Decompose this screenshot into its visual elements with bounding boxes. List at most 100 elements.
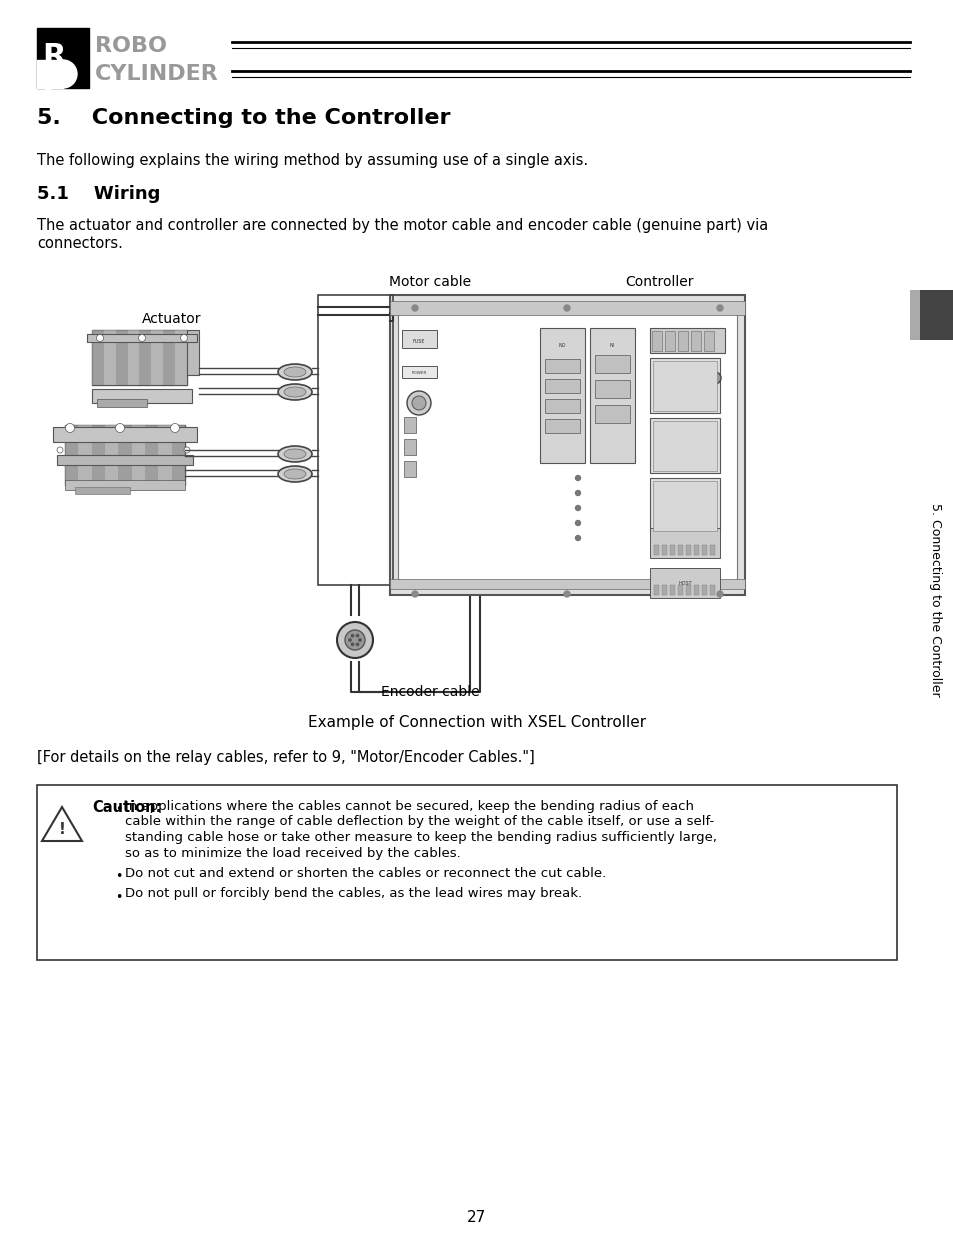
Bar — [544, 359, 579, 373]
Text: FUSE: FUSE — [413, 338, 425, 345]
Bar — [75, 487, 130, 494]
Circle shape — [96, 335, 103, 342]
Bar — [132, 425, 145, 485]
Bar — [397, 303, 737, 587]
Text: NI: NI — [609, 343, 614, 348]
Text: POWER: POWER — [411, 370, 426, 375]
Bar — [652, 480, 717, 531]
Bar — [403, 461, 416, 477]
Circle shape — [138, 335, 146, 342]
Bar — [701, 585, 706, 595]
Bar — [91, 330, 104, 385]
Bar — [105, 425, 118, 485]
Bar — [128, 330, 139, 385]
Bar — [104, 330, 115, 385]
Ellipse shape — [277, 446, 312, 462]
Bar — [403, 417, 416, 433]
Circle shape — [563, 592, 569, 597]
Circle shape — [717, 592, 722, 597]
Bar — [651, 331, 661, 351]
Bar — [690, 331, 700, 351]
Text: 5.1    Wiring: 5.1 Wiring — [37, 185, 160, 203]
Circle shape — [336, 622, 373, 658]
Bar — [709, 545, 714, 555]
Bar — [685, 585, 690, 595]
Bar — [709, 585, 714, 595]
Bar — [649, 478, 720, 534]
Bar — [649, 529, 720, 558]
Bar — [65, 425, 185, 485]
Bar — [595, 405, 629, 424]
Text: C: C — [42, 72, 64, 101]
Bar — [544, 399, 579, 412]
Bar — [390, 579, 744, 589]
Bar — [57, 454, 193, 466]
Circle shape — [563, 305, 569, 311]
Bar — [544, 419, 579, 433]
Bar — [678, 331, 687, 351]
Bar — [649, 568, 720, 598]
Circle shape — [66, 424, 74, 432]
Circle shape — [49, 61, 77, 88]
Text: Encoder cable: Encoder cable — [380, 685, 478, 699]
Bar — [661, 545, 666, 555]
Bar — [65, 425, 78, 485]
Text: Do not cut and extend or shorten the cables or reconnect the cut cable.: Do not cut and extend or shorten the cab… — [125, 867, 605, 881]
Text: Actuator: Actuator — [142, 312, 201, 326]
Bar — [595, 380, 629, 398]
Text: !: ! — [58, 821, 66, 836]
Circle shape — [171, 424, 179, 432]
Bar — [115, 330, 128, 385]
Circle shape — [351, 635, 354, 637]
Text: The following explains the wiring method by assuming use of a single axis.: The following explains the wiring method… — [37, 153, 587, 168]
Bar — [693, 545, 699, 555]
Bar — [91, 425, 105, 485]
Ellipse shape — [277, 364, 312, 380]
Bar — [701, 545, 706, 555]
Bar — [649, 417, 720, 473]
Circle shape — [355, 635, 358, 637]
Ellipse shape — [277, 384, 312, 400]
Bar — [158, 425, 172, 485]
Bar — [909, 290, 953, 340]
Bar — [390, 301, 744, 315]
Bar — [669, 545, 675, 555]
Circle shape — [355, 643, 358, 646]
Bar — [390, 295, 744, 595]
Bar — [544, 379, 579, 393]
Text: The actuator and controller are connected by the motor cable and encoder cable (: The actuator and controller are connecte… — [37, 219, 767, 233]
Text: •: • — [115, 869, 122, 883]
Text: Example of Connection with XSEL Controller: Example of Connection with XSEL Controll… — [308, 715, 645, 730]
Bar — [187, 330, 199, 375]
Bar — [678, 545, 682, 555]
Bar — [403, 438, 416, 454]
Bar — [97, 399, 147, 408]
Ellipse shape — [284, 469, 306, 479]
Text: •: • — [115, 803, 122, 816]
Text: NO: NO — [558, 343, 565, 348]
Bar — [163, 330, 175, 385]
Bar — [649, 329, 724, 353]
Ellipse shape — [284, 367, 306, 377]
Bar — [118, 425, 132, 485]
Text: Motor cable: Motor cable — [389, 275, 471, 289]
Circle shape — [575, 475, 579, 480]
Text: connectors.: connectors. — [37, 236, 123, 251]
Circle shape — [575, 536, 579, 541]
Bar — [172, 425, 185, 485]
Ellipse shape — [284, 450, 306, 459]
Text: R: R — [42, 42, 66, 70]
Text: 5. Connecting to the Controller: 5. Connecting to the Controller — [928, 503, 942, 697]
Bar — [401, 330, 436, 348]
Circle shape — [351, 643, 354, 646]
Bar — [664, 331, 675, 351]
Circle shape — [412, 592, 417, 597]
Text: Caution:: Caution: — [91, 800, 161, 815]
Bar — [539, 329, 584, 463]
Bar — [654, 585, 659, 595]
Bar — [91, 389, 192, 403]
Bar — [693, 585, 699, 595]
Text: CYLINDER: CYLINDER — [95, 64, 218, 84]
Bar — [145, 425, 158, 485]
Circle shape — [412, 305, 417, 311]
